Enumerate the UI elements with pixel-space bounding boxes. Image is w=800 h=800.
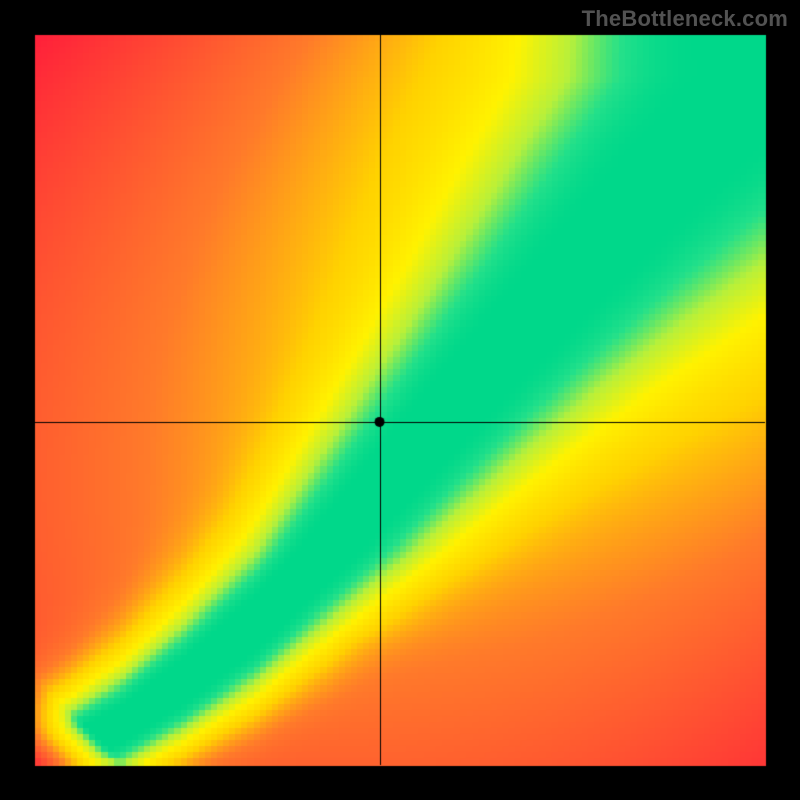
watermark-text: TheBottleneck.com bbox=[582, 6, 788, 32]
bottleneck-heatmap bbox=[0, 0, 800, 800]
chart-wrapper: TheBottleneck.com bbox=[0, 0, 800, 800]
